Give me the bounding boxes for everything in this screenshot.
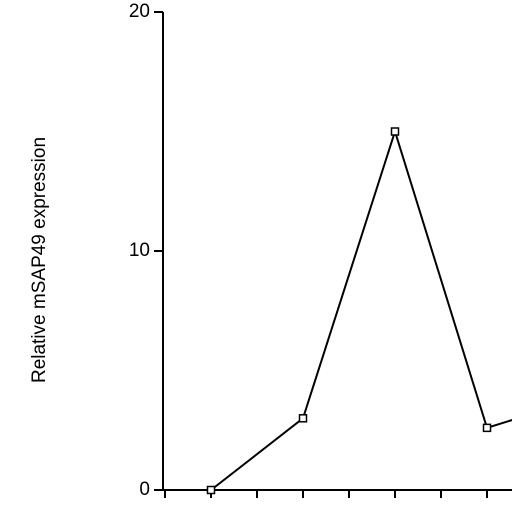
y-axis-label: Relative mSAP49 expression [29, 137, 50, 383]
data-point [298, 414, 308, 423]
y-tick-label: 10 [129, 240, 150, 261]
data-point [206, 485, 216, 495]
y-tick-label: 0 [139, 479, 150, 500]
y-tick-label: 20 [129, 1, 150, 22]
data-point [390, 127, 400, 136]
data-line [210, 128, 512, 491]
data-point [482, 423, 492, 433]
